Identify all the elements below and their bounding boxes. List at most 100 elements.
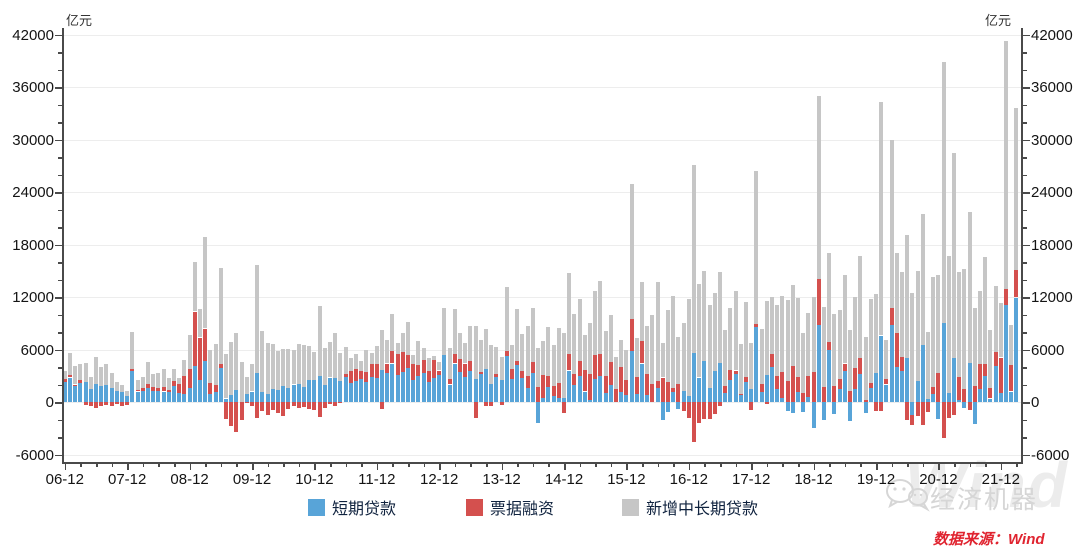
bar-segment	[920, 345, 925, 402]
x-tick	[766, 463, 769, 467]
x-tick-label: 07-12	[108, 471, 147, 488]
bar-segment	[816, 95, 821, 280]
bar-segment	[645, 374, 650, 395]
y-tick-left	[58, 157, 62, 159]
bar-segment	[603, 375, 608, 394]
y-tick-right	[1022, 349, 1030, 351]
bar-segment	[728, 380, 733, 402]
y-tick-right	[1022, 104, 1027, 106]
x-tick-label: 14-12	[544, 471, 584, 488]
bar-segment	[296, 344, 301, 384]
bar-segment	[686, 298, 691, 396]
bar-segment	[1004, 40, 1008, 290]
bar-segment	[109, 402, 114, 406]
bar-segment	[920, 213, 925, 346]
bar-segment	[530, 373, 535, 402]
legend-label-new-mlt-loans: 新增中长期贷款	[646, 501, 759, 518]
x-tick	[813, 463, 816, 470]
bar-segment	[291, 384, 296, 402]
gridline	[62, 139, 1021, 141]
bar-segment	[1014, 297, 1019, 402]
bar-segment	[328, 341, 332, 378]
bar-segment	[718, 362, 722, 402]
y-tick-label-left: 6000	[20, 341, 54, 359]
bar-segment	[515, 360, 520, 366]
bar-segment	[754, 326, 759, 402]
bar-segment	[957, 400, 962, 402]
bar-segment	[250, 364, 254, 392]
bar-segment	[842, 275, 847, 364]
bar-segment	[770, 354, 774, 367]
bar-segment	[598, 353, 603, 376]
x-tick	[408, 463, 410, 467]
bar-segment	[998, 357, 1003, 394]
bar-segment	[811, 297, 816, 373]
bar-segment	[598, 281, 603, 354]
bar-segment	[894, 332, 899, 367]
bar-segment	[832, 402, 837, 415]
y-tick-left	[58, 104, 62, 106]
bar-segment	[276, 402, 280, 413]
bar-segment	[567, 273, 572, 354]
bar-segment	[634, 376, 639, 395]
bar-segment	[260, 331, 265, 393]
x-tick-label: 10-12	[295, 471, 334, 488]
bar-segment	[588, 374, 592, 401]
bar-segment	[790, 284, 795, 367]
bar-segment	[390, 313, 395, 352]
bar-segment	[78, 363, 83, 381]
x-tick	[423, 463, 426, 467]
bar-segment	[988, 398, 993, 402]
bar-segment	[468, 360, 473, 372]
bar-segment	[827, 253, 832, 342]
bar-segment	[489, 383, 494, 402]
bar-segment	[671, 392, 676, 402]
bar-segment	[588, 400, 592, 402]
x-tick	[189, 463, 192, 470]
bar-segment	[218, 364, 223, 368]
x-tick	[595, 463, 597, 467]
unit-label-right: 亿元	[985, 13, 1012, 28]
bar-segment	[822, 387, 826, 402]
bar-segment	[125, 395, 130, 402]
bar-segment	[484, 329, 488, 369]
bar-segment	[478, 372, 483, 374]
x-tick	[860, 463, 862, 467]
bar-segment	[915, 270, 920, 381]
bar-segment	[796, 377, 800, 393]
bar-segment	[208, 350, 213, 384]
bar-segment	[832, 313, 837, 386]
gridline	[62, 34, 1021, 36]
bar-segment	[411, 354, 416, 365]
bar-segment	[99, 402, 104, 407]
y-axis-left	[62, 28, 64, 462]
bar-segment	[489, 402, 494, 406]
x-tick	[782, 463, 784, 467]
bar-segment	[135, 391, 140, 402]
bar-segment	[536, 347, 540, 387]
x-tick	[907, 463, 909, 467]
bar-segment	[900, 371, 904, 402]
bar-segment	[744, 381, 748, 402]
bar-segment	[312, 352, 317, 381]
bar-segment	[161, 368, 166, 388]
bar-segment	[104, 363, 109, 386]
bar-segment	[619, 339, 624, 367]
bar-segment	[983, 257, 988, 364]
bar-segment	[822, 306, 826, 388]
y-tick-left	[55, 297, 62, 299]
bar-segment	[452, 309, 457, 354]
bar-segment	[291, 402, 296, 406]
legend-swatch-red	[466, 498, 483, 516]
bar-segment	[905, 402, 910, 421]
bar-segment	[302, 345, 306, 388]
bar-segment	[421, 347, 426, 360]
bar-segment	[395, 342, 400, 354]
y-tick-label-right: 24000	[1031, 184, 1073, 201]
bar-segment	[660, 343, 665, 378]
bar-segment	[286, 388, 291, 402]
bar-segment	[728, 369, 733, 381]
bar-segment	[551, 345, 556, 386]
bar-segment	[281, 348, 286, 387]
bar-segment	[369, 363, 374, 377]
